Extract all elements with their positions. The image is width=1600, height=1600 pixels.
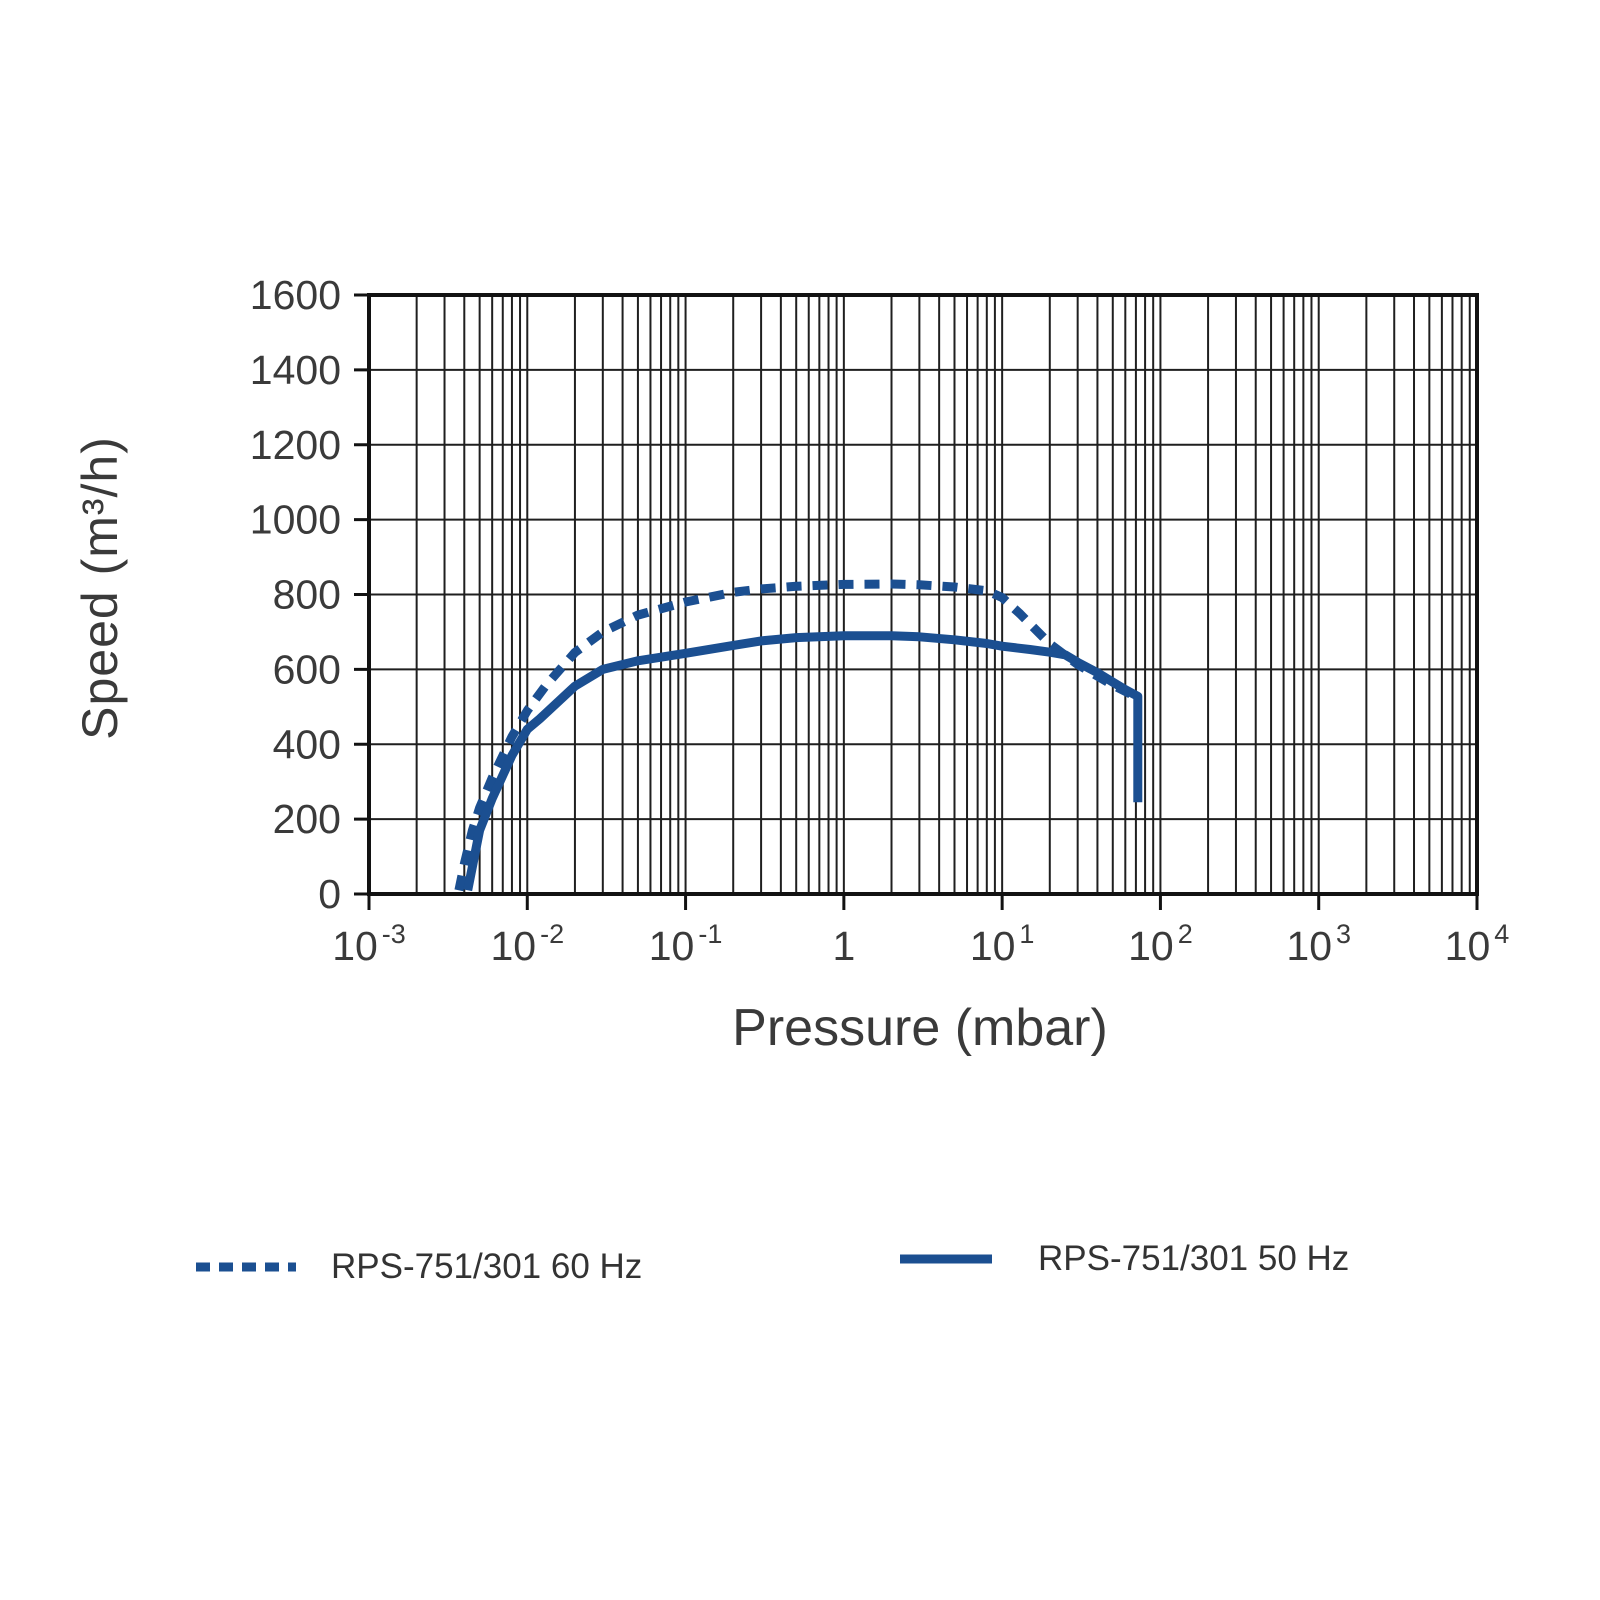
solid-line-swatch	[900, 1254, 992, 1264]
y-tick-label: 400	[273, 721, 341, 767]
x-tick-label: 10 -2	[490, 919, 564, 969]
gridlines	[368, 294, 1478, 895]
plot-frame	[367, 293, 1479, 896]
x-tick-label: 10 1	[970, 919, 1035, 969]
y-tick-label: 0	[318, 871, 341, 917]
x-tick-label: 10 -1	[649, 919, 723, 969]
dashed-line-swatch	[196, 1262, 296, 1272]
x-tick-label: 10 -3	[332, 919, 406, 969]
series-line-60hz	[454, 579, 1138, 892]
y-tick-label: 1000	[250, 497, 341, 543]
legend-item-50hz: RPS-751/301 50 Hz	[898, 1239, 1349, 1279]
x-tick-label: 10 2	[1128, 919, 1193, 969]
legend-label-60hz: RPS-751/301 60 Hz	[331, 1247, 643, 1286]
series-line-50hz	[463, 631, 1143, 892]
x-axis-title: Pressure (mbar)	[732, 999, 1108, 1057]
y-tick-label: 600	[273, 646, 341, 692]
y-tick-label: 800	[273, 572, 341, 618]
axis-ticks	[354, 293, 1479, 910]
x-tick-label: 10 4	[1445, 919, 1510, 969]
x-tick-label: 1	[832, 923, 855, 969]
legend-label-50hz: RPS-751/301 50 Hz	[1038, 1239, 1350, 1278]
legend-item-60hz: RPS-751/301 60 Hz	[193, 1247, 642, 1287]
y-tick-label: 1600	[250, 272, 341, 318]
x-tick-label: 10 3	[1286, 919, 1351, 969]
y-tick-label: 1200	[250, 422, 341, 468]
axis-tick-labels: 0 200 400 600 800 1000 1200 1400 1600 10 -3 10 -2 10-…	[250, 272, 1510, 969]
y-tick-label: 200	[273, 796, 341, 842]
y-tick-label: 1400	[250, 347, 341, 393]
